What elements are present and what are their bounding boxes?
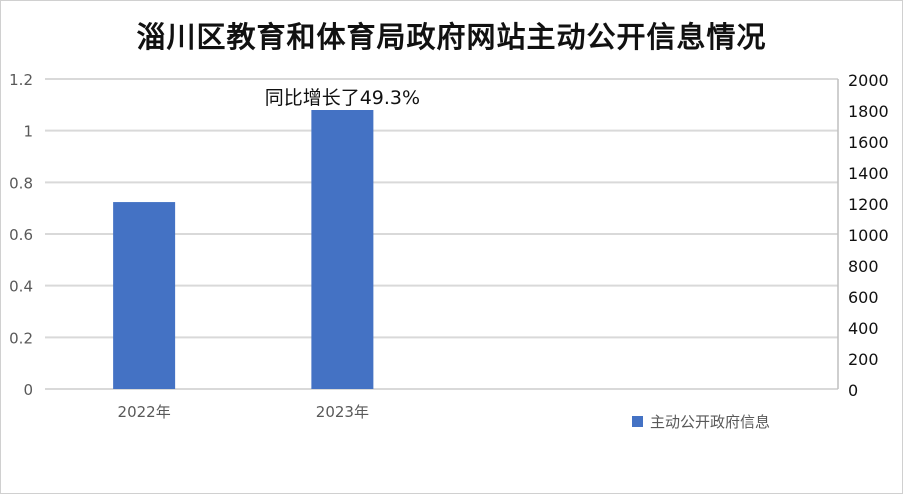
- legend: 主动公开政府信息: [632, 411, 770, 432]
- left-tick-label: 1: [23, 123, 33, 141]
- right-tick-label: 400: [848, 319, 879, 338]
- bar-2023年: [311, 110, 374, 389]
- right-tick-label: 1400: [848, 164, 889, 183]
- right-tick-label: 1800: [848, 102, 889, 121]
- right-tick-label: 1000: [848, 226, 889, 245]
- right-tick-label: 200: [848, 350, 879, 369]
- chart-title: 淄川区教育和体育局政府网站主动公开信息情况: [136, 20, 767, 54]
- left-tick-label: 0.2: [9, 329, 33, 347]
- annotation-label: 同比增长了49.3%: [265, 87, 420, 109]
- right-tick-label: 1600: [848, 133, 889, 152]
- left-tick-label: 1.2: [9, 71, 33, 89]
- x-tick-label: 2022年: [118, 403, 171, 421]
- bar-2022年: [113, 202, 176, 389]
- right-tick-label: 0: [848, 381, 858, 400]
- x-tick-label: 2023年: [316, 403, 369, 421]
- left-tick-label: 0.4: [9, 278, 33, 296]
- legend-label: 主动公开政府信息: [650, 413, 771, 431]
- left-tick-label: 0.8: [9, 174, 33, 192]
- right-tick-label: 2000: [848, 71, 889, 90]
- left-tick-label: 0.6: [9, 226, 33, 244]
- legend-swatch: [632, 416, 643, 427]
- right-tick-label: 600: [848, 288, 879, 307]
- right-tick-label: 1200: [848, 195, 889, 214]
- right-tick-label: 800: [848, 257, 879, 276]
- left-tick-label: 0: [23, 381, 33, 399]
